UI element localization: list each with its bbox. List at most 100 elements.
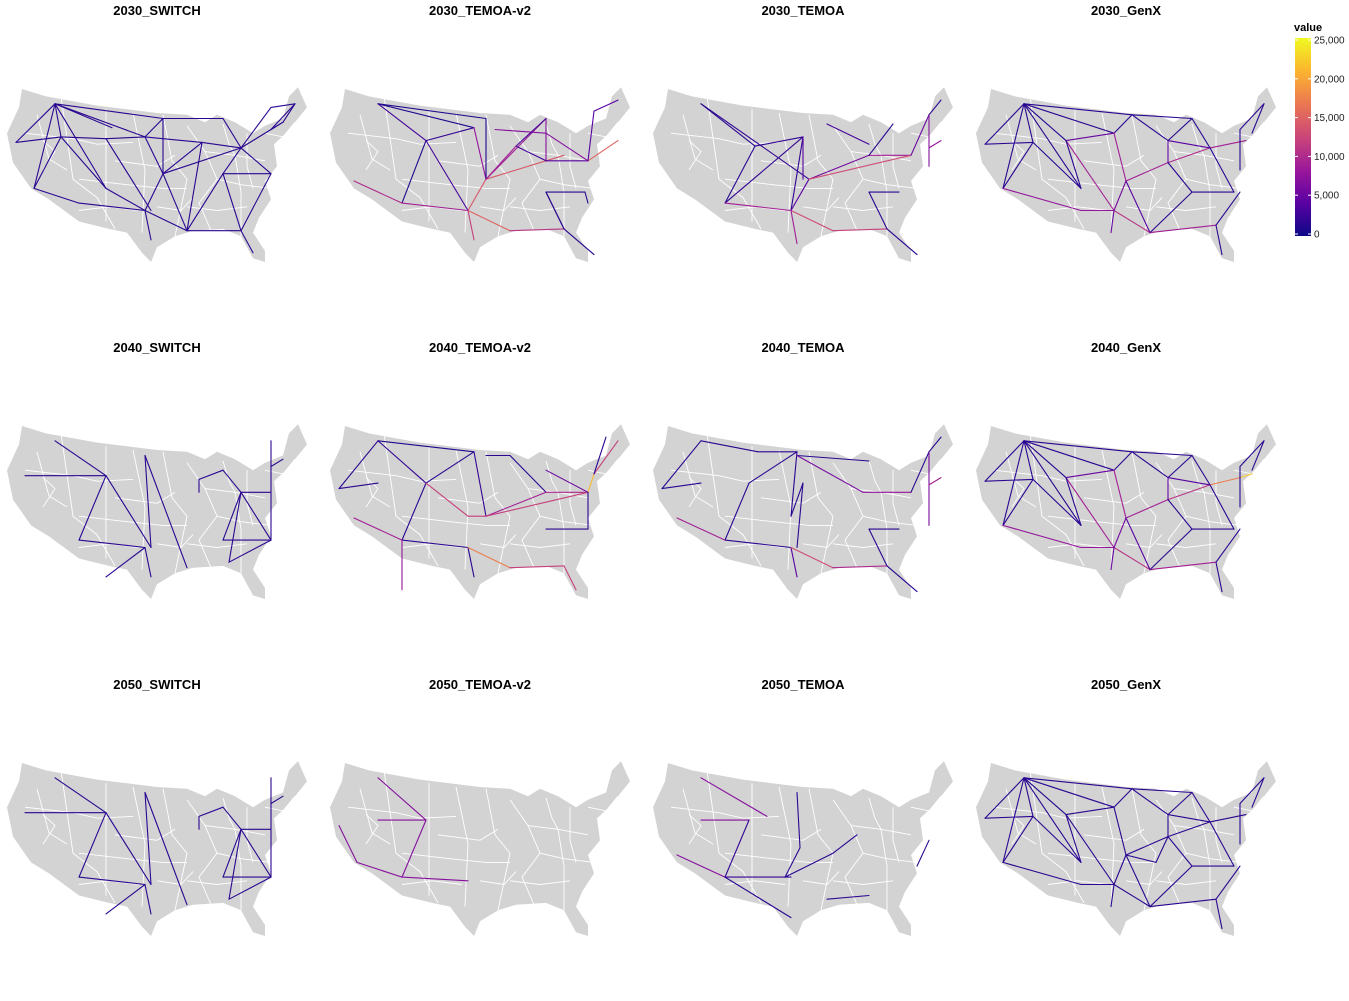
map-panel: 2030_SWITCH — [7, 3, 307, 262]
region-border — [820, 769, 840, 782]
transmission-line — [545, 469, 589, 493]
transmission-line — [1023, 440, 1115, 471]
transmission-line — [1023, 440, 1133, 453]
region-border — [455, 786, 469, 907]
transmission-line — [1209, 821, 1235, 867]
transmission-line — [425, 140, 469, 212]
region-border — [1101, 786, 1115, 907]
transmission-line — [928, 99, 942, 116]
transmission-line — [1065, 477, 1115, 549]
region-border — [1191, 460, 1211, 574]
transmission-line — [724, 819, 750, 878]
transmission-line — [826, 123, 870, 145]
transmission-line — [984, 141, 1034, 145]
map-panel: 2050_TEMOA-v2 — [330, 677, 630, 936]
region-border — [1083, 154, 1145, 167]
transmission-line — [1065, 140, 1115, 212]
region-border — [868, 797, 888, 911]
region-border — [832, 206, 894, 211]
transmission-line — [1125, 180, 1151, 234]
transmission-line — [270, 795, 284, 805]
transmission-line — [54, 440, 107, 477]
transmission-line — [33, 187, 80, 204]
transmission-line — [724, 539, 792, 549]
transmission-line — [1167, 147, 1211, 164]
region-border — [437, 154, 499, 167]
region-border — [1047, 543, 1109, 548]
transmission-line — [984, 815, 1034, 819]
transmission-line — [984, 478, 1034, 482]
region-border — [1155, 880, 1217, 885]
region-border — [1185, 852, 1241, 863]
transmission-line — [425, 482, 469, 517]
transmission-line — [222, 173, 242, 232]
transmission-line — [1125, 854, 1157, 863]
transmission-line — [1131, 114, 1169, 142]
transmission-line — [1149, 224, 1217, 234]
region-border — [347, 132, 457, 145]
transmission-line — [1032, 478, 1082, 526]
transmission-line — [1023, 103, 1115, 134]
region-border — [844, 429, 864, 444]
transmission-line — [826, 894, 870, 900]
transmission-line — [545, 191, 565, 230]
region-border — [832, 543, 894, 548]
region-border — [521, 429, 541, 444]
region-border — [401, 880, 463, 885]
region-border — [485, 788, 511, 911]
transmission-line — [105, 138, 152, 212]
region-border — [479, 534, 517, 548]
transmission-line — [1167, 140, 1211, 149]
transmission-line — [401, 140, 427, 204]
region-border — [365, 814, 379, 845]
legend-colorbar — [1295, 38, 1311, 236]
region-border — [892, 807, 900, 863]
transmission-line — [144, 173, 164, 212]
region-border — [539, 852, 595, 863]
transmission-line — [868, 123, 894, 156]
transmission-line — [338, 825, 358, 863]
transmission-line — [1149, 898, 1217, 908]
panel-title: 2040_GenX — [1091, 340, 1161, 355]
region-border — [1143, 769, 1163, 782]
region-border — [1101, 449, 1115, 570]
transmission-line — [661, 482, 702, 490]
region-border — [24, 806, 134, 819]
region-border — [1047, 515, 1156, 526]
transmission-line — [78, 202, 146, 212]
region-border — [862, 178, 918, 189]
transmission-line — [509, 228, 565, 232]
transmission-line — [796, 791, 801, 849]
transmission-line — [1125, 836, 1169, 856]
transmission-line — [1251, 103, 1265, 134]
transmission-line — [1167, 162, 1193, 193]
transmission-line — [1125, 854, 1151, 908]
transmission-line — [222, 806, 242, 830]
transmission-line — [485, 145, 517, 180]
transmission-line — [270, 458, 284, 468]
region-border — [497, 769, 517, 782]
transmission-line — [790, 482, 804, 517]
region-border — [1167, 429, 1187, 444]
transmission-line — [33, 103, 56, 189]
transmission-line — [186, 141, 203, 232]
transmission-line — [144, 117, 164, 138]
map-panel: 2050_GenX — [976, 677, 1276, 936]
transmission-line — [1167, 499, 1193, 530]
region-border — [892, 133, 900, 189]
transmission-line — [377, 777, 427, 821]
region-border — [401, 852, 510, 863]
map-panel: 2040_TEMOA — [653, 340, 953, 599]
region-border — [1155, 206, 1217, 211]
region-border — [521, 766, 541, 781]
transmission-line — [1209, 484, 1235, 530]
transmission-line — [162, 147, 242, 175]
legend-tick-label: 5,000 — [1314, 191, 1339, 202]
region-border — [1143, 432, 1163, 445]
region-border — [365, 140, 379, 171]
region-border — [820, 432, 840, 445]
region-border — [1155, 543, 1217, 548]
region-border — [1143, 95, 1163, 108]
transmission-line — [796, 482, 804, 549]
region-border — [802, 871, 840, 885]
